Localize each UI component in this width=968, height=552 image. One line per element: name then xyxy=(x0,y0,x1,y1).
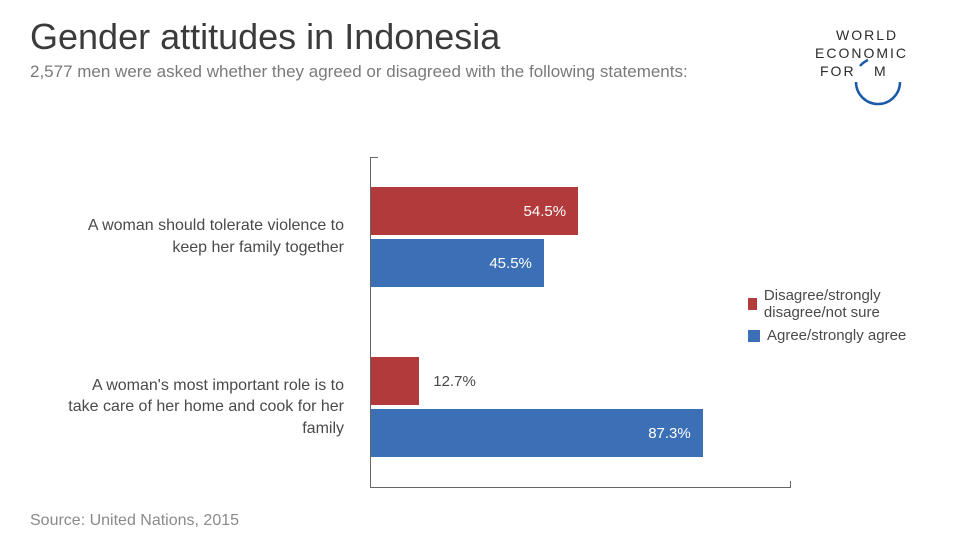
logo-arc-icon xyxy=(856,82,900,104)
header-row: Gender attitudes in Indonesia 2,577 men … xyxy=(30,18,938,117)
bar-value-label: 54.5% xyxy=(371,203,578,220)
axis-tick xyxy=(370,157,378,158)
title-block: Gender attitudes in Indonesia 2,577 men … xyxy=(30,18,808,82)
x-axis xyxy=(370,487,790,488)
bar-disagree: 12.7% xyxy=(371,357,419,405)
logo-line3: FOR xyxy=(820,63,856,79)
chart-area: Disagree/strongly disagree/not sureAgree… xyxy=(60,157,940,517)
bar-agree: 87.3% xyxy=(371,409,703,457)
category-label: A woman should tolerate violence to keep… xyxy=(60,215,360,258)
bar-value-label: 87.3% xyxy=(371,425,703,442)
bar-value-label: 45.5% xyxy=(371,255,544,272)
category-label: A woman's most important role is to take… xyxy=(60,375,360,440)
bar-disagree: 54.5% xyxy=(371,187,578,235)
wef-logo: WORLD ECONOMIC FOR M xyxy=(808,22,928,117)
wef-logo-svg: WORLD ECONOMIC FOR M xyxy=(808,22,928,112)
chart-subtitle: 2,577 men were asked whether they agreed… xyxy=(30,62,808,82)
source-text: Source: United Nations, 2015 xyxy=(30,512,239,530)
chart-container: Gender attitudes in Indonesia 2,577 men … xyxy=(0,0,968,552)
logo-line3b: M xyxy=(874,63,888,79)
logo-line2: ECONOMIC xyxy=(815,45,908,61)
chart-title: Gender attitudes in Indonesia xyxy=(30,18,808,56)
axis-tick xyxy=(790,481,791,488)
bar-agree: 45.5% xyxy=(371,239,544,287)
logo-line1: WORLD xyxy=(836,27,898,43)
bar-value-label: 12.7% xyxy=(425,357,484,405)
